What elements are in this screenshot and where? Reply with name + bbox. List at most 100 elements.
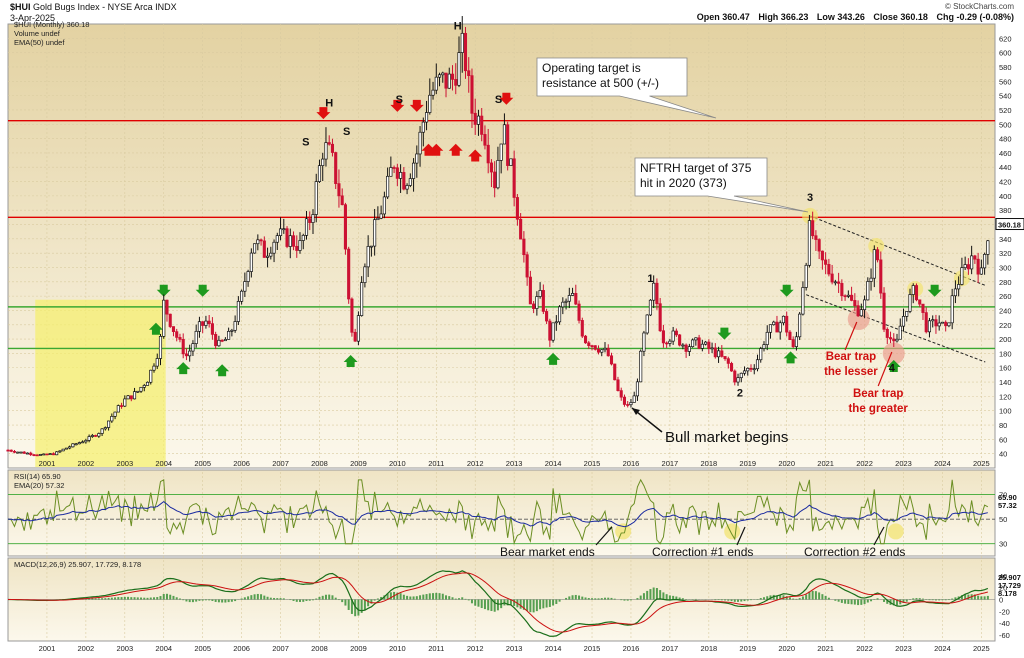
price-candle <box>603 347 607 351</box>
macd-histogram-bar <box>613 598 616 600</box>
price-candle <box>473 112 477 125</box>
macd-histogram-bar <box>519 599 522 609</box>
price-candle <box>723 356 727 360</box>
price-candle <box>506 124 510 166</box>
macd-histogram-bar <box>798 598 801 600</box>
price-candle <box>233 321 237 331</box>
macd-histogram-bar <box>740 599 743 602</box>
macd-histogram-bar <box>921 598 924 600</box>
price-candle <box>707 341 711 349</box>
price-candle <box>171 326 176 332</box>
y-tick-label: 540 <box>999 92 1012 101</box>
price-candle <box>522 238 526 256</box>
price-candle <box>278 228 283 236</box>
macd-histogram-bar <box>821 594 824 600</box>
macd-histogram-bar <box>629 599 632 601</box>
macd-histogram-bar <box>240 598 243 600</box>
price-candle <box>408 178 412 186</box>
arrow-icon <box>927 284 942 297</box>
macd-histogram-bar <box>201 599 204 601</box>
macd-histogram-bar <box>597 598 600 600</box>
price-candle <box>486 144 490 164</box>
macd-histogram-bar <box>941 599 944 601</box>
macd-tick: -20 <box>999 607 1010 616</box>
arrow-icon <box>409 99 424 112</box>
macd-histogram-bar <box>607 597 610 600</box>
rsi-panel <box>7 469 996 557</box>
pattern-label: 1 <box>647 273 653 285</box>
macd-histogram-bar <box>876 598 879 600</box>
x-tick-label: 2007 <box>272 644 289 653</box>
macd-histogram-bar <box>944 599 947 601</box>
price-candle <box>460 32 464 53</box>
price-candle <box>856 305 860 317</box>
price-candle <box>837 281 841 284</box>
price-candle <box>532 303 536 309</box>
price-candle <box>843 295 847 298</box>
x-tick-label: 2004 <box>155 459 172 468</box>
price-candle <box>973 255 977 260</box>
x-tick-label: 2014 <box>545 644 562 653</box>
price-candle <box>863 299 867 311</box>
macd-histogram-bar <box>451 597 454 600</box>
pattern-label: 2 <box>737 387 743 399</box>
macd-histogram-bar <box>792 598 795 600</box>
macd-histogram-bar <box>844 599 847 604</box>
macd-line <box>7 570 989 637</box>
price-candle <box>801 287 805 315</box>
y-tick-label: 300 <box>999 263 1012 272</box>
macd-histogram-bar <box>522 599 525 610</box>
x-tick-label: 2018 <box>700 644 717 653</box>
price-candle <box>927 320 932 333</box>
price-candle <box>804 264 808 288</box>
macd-histogram-bar <box>470 599 473 604</box>
price-candle <box>301 235 305 241</box>
symbol: $HUI <box>10 2 31 12</box>
macd-histogram-bar <box>373 599 376 601</box>
price-candle <box>957 284 961 290</box>
y-tick-label: 80 <box>999 421 1007 430</box>
rsi-annotation: Correction #2 ends <box>804 545 905 559</box>
price-candle <box>282 228 286 231</box>
macd-histogram-bar <box>208 599 211 601</box>
price-candle <box>820 250 824 261</box>
price-candle <box>947 322 951 327</box>
price-candle <box>924 312 928 333</box>
price-candle <box>291 235 296 247</box>
macd-histogram-bar <box>558 599 561 602</box>
pattern-label: H <box>454 21 462 33</box>
x-tick-label: 2006 <box>233 459 250 468</box>
price-candle <box>853 300 857 307</box>
rsi-tick: 50 <box>999 515 1007 524</box>
macd-histogram-bar <box>260 594 263 600</box>
price-candle <box>519 218 523 240</box>
price-candle <box>476 115 481 125</box>
macd-histogram-bar <box>954 597 957 600</box>
macd-histogram-bar <box>980 596 983 600</box>
pattern-label: S <box>495 94 502 106</box>
trap-arrow <box>877 351 893 387</box>
macd-histogram-bar <box>214 599 217 602</box>
macd-histogram-bar <box>493 599 496 612</box>
macd-histogram-bar <box>750 599 753 601</box>
macd-histogram-bar <box>386 593 389 600</box>
macd-histogram-bar <box>331 595 334 600</box>
price-candle <box>674 330 678 336</box>
nftrh-callout-text: NFTRH target of 375 <box>640 161 752 175</box>
macd-histogram-bar <box>389 592 392 600</box>
price-candle <box>739 372 743 379</box>
y-tick-label: 40 <box>999 450 1007 459</box>
x-tick-label: 2004 <box>155 644 172 653</box>
x-tick-label: 2012 <box>467 644 484 653</box>
price-candle <box>272 241 276 254</box>
price-candle <box>188 350 192 357</box>
price-candle <box>681 344 685 347</box>
price-candle <box>564 300 568 303</box>
price-candle <box>295 245 299 251</box>
y-tick-label: 340 <box>999 235 1012 244</box>
price-candle <box>55 451 59 456</box>
price-candle <box>353 331 357 342</box>
macd-histogram-bar <box>88 598 91 600</box>
macd-histogram-bar <box>94 598 97 600</box>
